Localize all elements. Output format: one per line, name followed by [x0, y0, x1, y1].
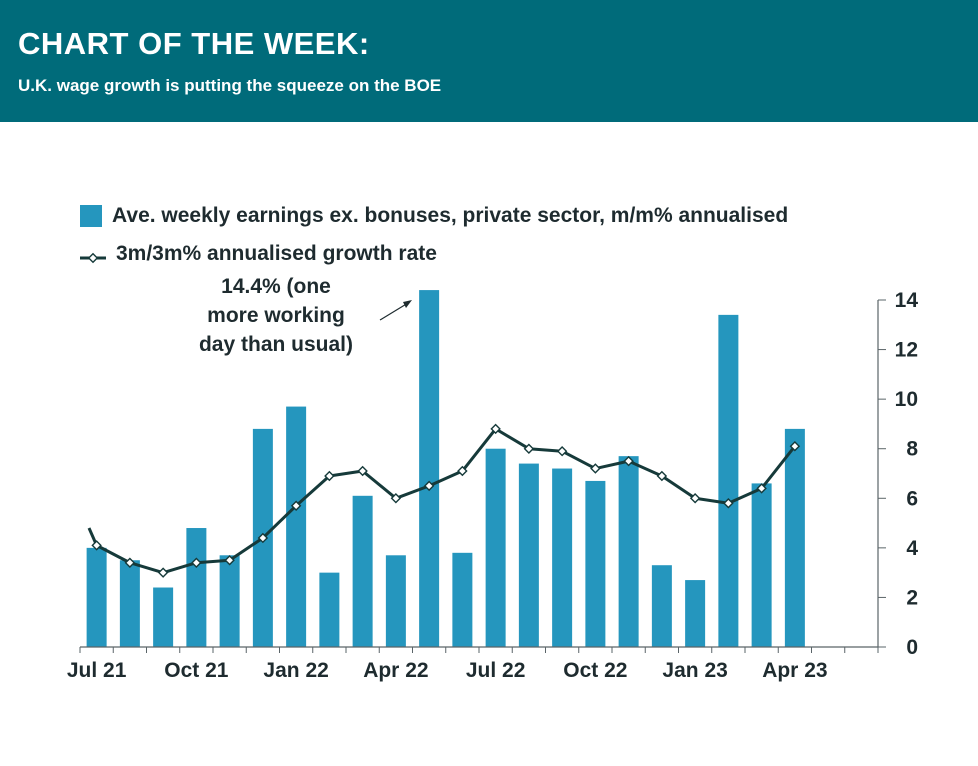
growth-rate-point — [490, 423, 501, 435]
chart-bar — [651, 565, 672, 647]
growth-rate-point — [324, 470, 335, 482]
chart-bar — [452, 552, 473, 647]
legend-line-swatch — [80, 247, 106, 264]
legend-item-bars: Ave. weekly earnings ex. bonuses, privat… — [80, 203, 788, 229]
x-tick-label: Oct 22 — [563, 659, 627, 682]
chart-bar — [784, 428, 805, 647]
chart-bar — [419, 290, 440, 647]
chart-bar — [618, 456, 639, 647]
growth-rate-point — [257, 532, 269, 544]
growth-rate-point — [457, 465, 468, 477]
chart-bar — [186, 528, 207, 647]
page-subtitle: U.K. wage growth is putting the squeeze … — [18, 76, 442, 95]
growth-rate-point — [590, 463, 601, 474]
page-title: CHART OF THE WEEK: — [18, 26, 370, 61]
growth-rate-point — [357, 465, 368, 477]
chart-bar — [552, 468, 573, 647]
x-tick-label: Jul 21 — [67, 659, 127, 682]
chart-bar — [385, 555, 406, 647]
chart-bar — [219, 555, 240, 647]
y-tick-label: 8 — [906, 438, 918, 461]
growth-rate-point — [224, 555, 235, 566]
growth-rate-point — [390, 493, 402, 504]
x-tick-label: Apr 22 — [363, 659, 428, 682]
growth-rate-point — [723, 498, 734, 509]
y-tick-label: 2 — [906, 586, 918, 609]
x-tick-label: Apr 23 — [762, 659, 827, 682]
x-tick-label: Oct 21 — [164, 659, 229, 682]
y-tick-label: 14 — [895, 289, 919, 312]
growth-rate-point — [191, 557, 202, 568]
chart-bar — [585, 480, 606, 647]
growth-rate-point — [689, 493, 701, 504]
growth-rate-point — [556, 445, 568, 457]
legend-label-line: 3m/3m% annualised growth rate — [116, 242, 437, 265]
growth-rate-point — [656, 470, 668, 482]
y-tick-label: 0 — [906, 636, 918, 659]
annotation-line: 14.4% (one — [221, 275, 331, 298]
growth-rate-point — [423, 480, 435, 492]
legend-bar-swatch — [80, 205, 102, 227]
header-banner: CHART OF THE WEEK: U.K. wage growth is p… — [0, 0, 978, 122]
annotation-line: more working — [207, 304, 345, 327]
x-tick-label: Jul 22 — [466, 659, 526, 682]
y-tick-label: 10 — [895, 388, 918, 411]
legend-item-line: 3m/3m% annualised growth rate — [80, 241, 437, 267]
chart-bar — [286, 406, 307, 647]
growth-rate-point — [157, 567, 169, 578]
legend-label-bars: Ave. weekly earnings ex. bonuses, privat… — [112, 204, 789, 227]
chart-bar — [352, 495, 373, 647]
growth-rate-point — [290, 500, 302, 511]
growth-rate-point — [623, 455, 634, 467]
growth-rate-point — [789, 441, 801, 452]
chart-bar — [685, 580, 706, 647]
annotation-note: 14.4% (one more working day than usual) — [176, 272, 376, 359]
chart-bar — [718, 314, 739, 647]
growth-rate-point — [91, 540, 102, 551]
chart-bar — [86, 547, 107, 647]
chart-bar — [153, 587, 174, 647]
growth-rate-point — [523, 443, 535, 454]
annotation-line: day than usual) — [198, 333, 354, 356]
y-tick-label: 12 — [895, 339, 918, 362]
chart-bar — [751, 483, 772, 647]
chart-bar — [518, 463, 539, 647]
annotation-arrow — [379, 302, 409, 321]
x-tick-label: Jan 23 — [662, 659, 727, 682]
x-tick-label: Jan 22 — [263, 659, 328, 682]
chart-bar — [485, 448, 506, 647]
growth-rate-point — [124, 557, 136, 568]
chart-bar — [119, 560, 140, 647]
chart-bar — [319, 572, 340, 647]
y-tick-label: 4 — [906, 537, 918, 560]
y-tick-label: 6 — [906, 487, 918, 510]
growth-rate-point — [756, 483, 767, 494]
annotation-arrowhead — [403, 300, 412, 308]
